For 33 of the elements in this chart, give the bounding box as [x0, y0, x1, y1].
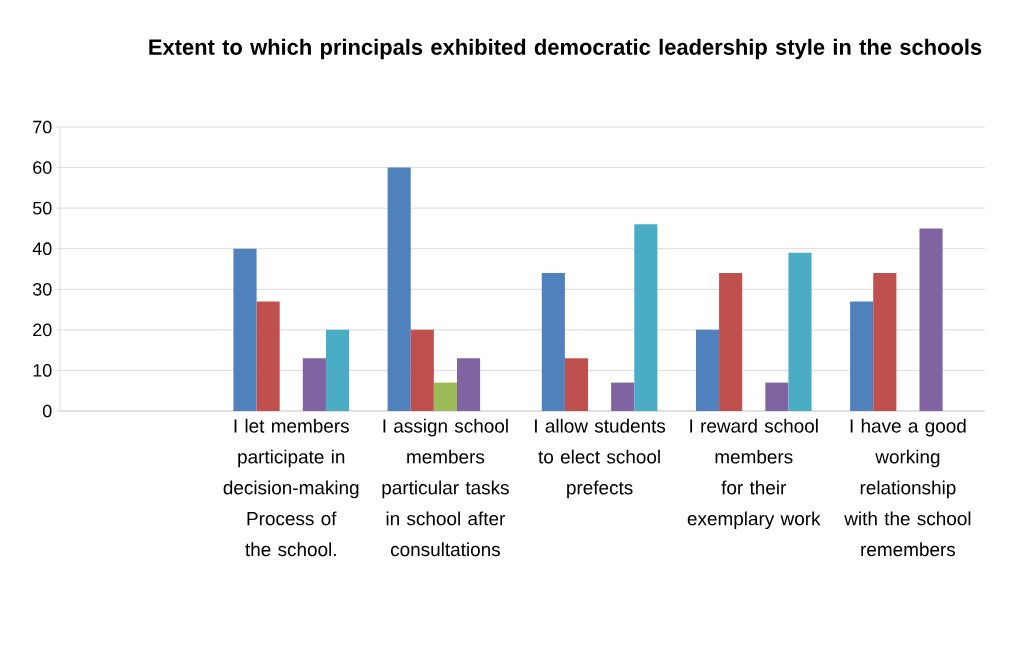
x-tick-label: I let members participate in decision-making Process of the school.	[223, 418, 359, 557]
chart-title: Extent to which principals exhibited democratic leadership style in the schools	[149, 38, 982, 60]
bar	[695, 329, 720, 411]
x-tick-label: I reward school members for their exemplary work	[687, 418, 821, 530]
bar	[541, 273, 565, 411]
bar	[765, 382, 789, 411]
bar	[233, 248, 257, 411]
bar	[850, 301, 874, 411]
bar	[256, 301, 280, 411]
bar	[302, 358, 326, 411]
bar	[919, 228, 943, 411]
x-tick-label: I allow students to elect school prefects	[535, 418, 666, 499]
bar	[433, 382, 457, 411]
bar	[410, 329, 434, 411]
y-tick-label: 0	[42, 404, 52, 418]
bar	[564, 358, 589, 411]
x-tick-label: I assign school members particular tasks in school after consultations	[382, 418, 509, 557]
bar	[456, 358, 481, 411]
bar	[788, 252, 812, 411]
x-tick-label: I have a good working relationship with the school remembers	[844, 418, 971, 557]
y-tick-label: 70	[33, 120, 52, 134]
bar	[719, 273, 743, 411]
y-tick-label: 50	[33, 201, 52, 215]
bar	[325, 329, 350, 411]
y-tick-label: 10	[33, 364, 52, 377]
bar	[387, 167, 411, 411]
bar	[634, 224, 658, 411]
bar	[873, 273, 897, 411]
bar	[611, 382, 635, 411]
y-tick-label: 40	[32, 242, 52, 256]
y-tick-label: 20	[33, 323, 52, 337]
y-tick-label: 60	[33, 161, 52, 174]
y-tick-label: 30	[32, 282, 52, 296]
